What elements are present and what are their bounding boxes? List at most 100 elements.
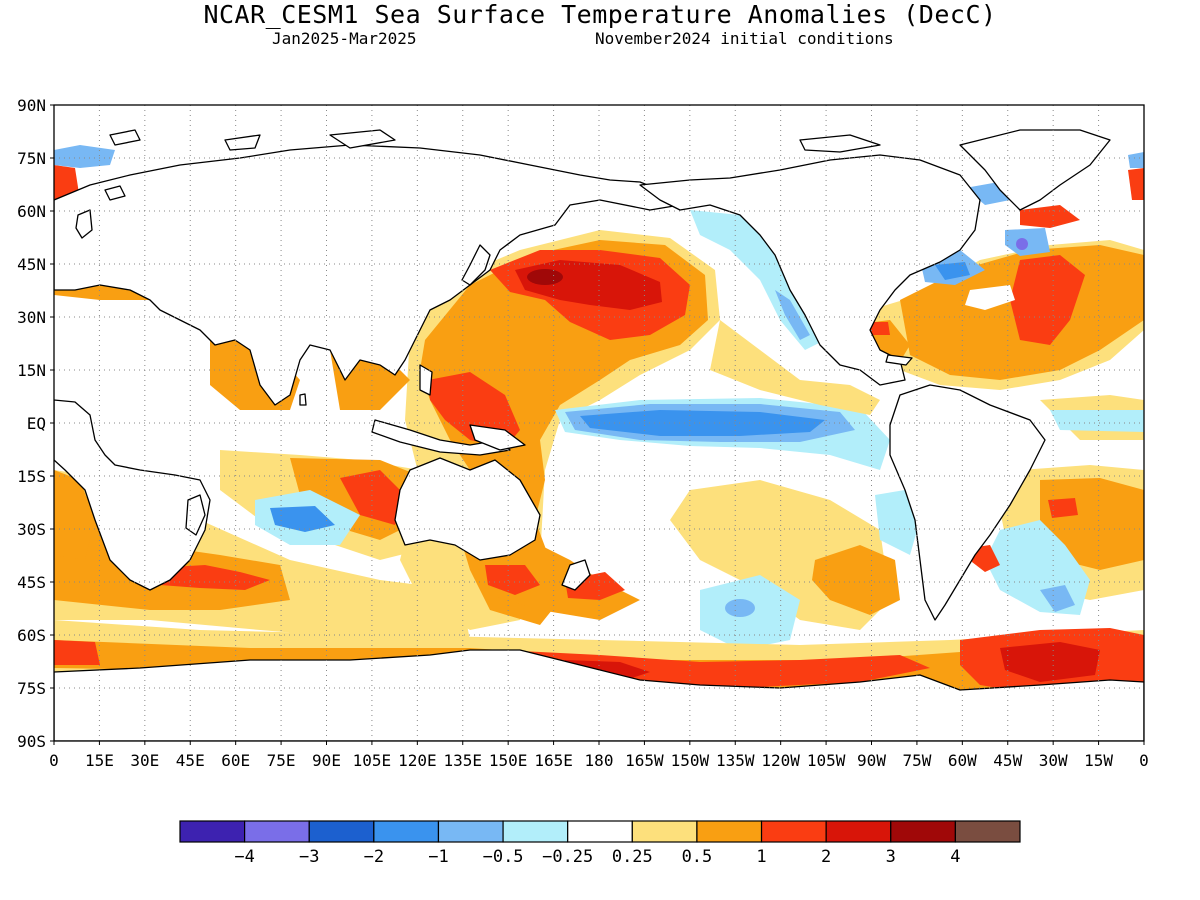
land-greenland [959, 129, 1111, 211]
colorbar-swatch [244, 820, 310, 843]
colorbar-swatch [179, 820, 246, 843]
coastlines [54, 129, 1144, 741]
anomaly-patch-agulhas-red [155, 565, 270, 590]
lon-tick-label: 150W [671, 751, 710, 770]
anomaly-patch-south-atlantic-red [1048, 498, 1078, 518]
lon-tick-label: 15W [1084, 751, 1113, 770]
colorbar-swatch [696, 820, 763, 843]
colorbar-tick-label: 4 [950, 847, 960, 867]
anomaly-patch-benguela-orange [54, 470, 95, 560]
colorbar-swatch [631, 820, 698, 843]
anomaly-patch-peru-cool [875, 490, 920, 555]
anomaly-patch-arctic-red-right [1128, 168, 1144, 200]
colorbar-swatch [760, 820, 827, 843]
lon-tick-label: 120W [761, 751, 800, 770]
lon-tick-label: 0 [49, 751, 59, 770]
longitude-axis: 0 15E 30E 45E 60E 75E 90E 105E 120E 135E 150E 165E 1… [49, 741, 1149, 770]
land-south-america [889, 384, 1046, 621]
anomaly-patch-gulf-red [868, 322, 890, 335]
land-iceland [104, 185, 126, 201]
colorbar-tick-label: 2 [821, 847, 831, 867]
lon-tick-label: 135W [716, 751, 755, 770]
lon-tick-label: 60W [948, 751, 977, 770]
colorbar-swatch [567, 820, 633, 843]
colorbar-swatch [308, 820, 375, 843]
colorbar-tick-label: 0.25 [612, 847, 653, 867]
lat-tick-label: 15N [17, 361, 46, 380]
anomaly-patch-greenland-cool-core [1016, 238, 1028, 250]
anomaly-patch-indian-cool-core [270, 506, 335, 532]
land-sri-lanka [299, 393, 307, 406]
lon-tick-label: 90W [857, 751, 886, 770]
colorbar-swatch [437, 820, 504, 843]
colorbar-tick-label: −4 [234, 847, 254, 867]
lat-tick-label: 90N [17, 96, 46, 115]
land-arctic-islands [109, 129, 881, 153]
anomaly-patch-tasman-orange [470, 540, 640, 620]
lat-tick-label: 75N [17, 149, 46, 168]
anomaly-patch-east-pacific-pale [710, 320, 880, 415]
colorbar-tick-label: −1 [428, 847, 448, 867]
anomaly-patch-west-australia-red [340, 470, 405, 525]
land-indonesia [371, 419, 511, 456]
colorbar-swatch [954, 820, 1021, 843]
lon-tick-label: 150E [489, 751, 528, 770]
colorbar-tick-label: −3 [299, 847, 319, 867]
colorbar-tick-label: −0.5 [483, 847, 524, 867]
anomaly-patch-arctic-cool-right [1128, 152, 1144, 168]
land-africa [54, 399, 211, 591]
colorbar-tick-label: 1 [756, 847, 766, 867]
lat-tick-label: 45S [17, 573, 46, 592]
lon-tick-label: 75W [902, 751, 931, 770]
anomaly-patch-weddell-core [1000, 642, 1100, 682]
initial-conditions: November2024 initial conditions [595, 29, 894, 48]
land-new-guinea [469, 424, 526, 451]
colorbar-tick-label: 3 [886, 847, 896, 867]
colorbar-tick-label: −2 [364, 847, 384, 867]
map-title: NCAR_CESM1 Sea Surface Temperature Anoma… [203, 0, 997, 29]
colorbar-swatch [502, 820, 569, 843]
lon-tick-label: 165W [625, 751, 664, 770]
lon-tick-label: 30W [1039, 751, 1068, 770]
lon-tick-label: 60E [221, 751, 250, 770]
lat-tick-label: 60S [17, 626, 46, 645]
lat-tick-label: EQ [27, 414, 46, 433]
lon-tick-label: 180 [585, 751, 614, 770]
lat-tick-label: 30N [17, 308, 46, 327]
colorbar: −4 −3 −2 −1 −0.5 −0.25 0.25 0.5 1 2 3 4 [179, 820, 1021, 867]
anomaly-patch-labrador-cool-core [935, 262, 970, 280]
lon-tick-label: 165E [534, 751, 573, 770]
land-japan [461, 244, 491, 286]
land-uk [75, 209, 93, 239]
lon-tick-label: 0 [1139, 751, 1149, 770]
latitude-axis: 90N 75N 60N 45N 30N 15N EQ 15S 30S 45S 60S 75S 90S [17, 96, 54, 751]
anomaly-patch-south-pacific-orange [812, 545, 900, 615]
anomaly-patch-cold-tongue-core [580, 410, 825, 436]
lon-tick-label: 120E [398, 751, 437, 770]
anomaly-patch-tasman-red [485, 565, 540, 595]
lat-tick-label: 30S [17, 520, 46, 539]
anomaly-patch-ne-pacific-cool-core [775, 290, 810, 340]
lat-tick-label: 60N [17, 202, 46, 221]
anomaly-patch-north-pacific-core [527, 269, 563, 285]
anomaly-patch-brazil-current-core [1040, 585, 1075, 612]
lon-tick-label: 75E [267, 751, 296, 770]
anomaly-patch-atlantic-white-gap [965, 285, 1015, 310]
anomaly-patch-equatorial-atlantic-cool [1050, 410, 1144, 432]
lon-tick-label: 105W [807, 751, 846, 770]
colorbar-swatch [890, 820, 956, 843]
colorbar-swatch [825, 820, 892, 843]
lon-tick-label: 45E [176, 751, 205, 770]
colorbar-tick-label: −0.25 [542, 847, 593, 867]
lat-tick-label: 45N [17, 255, 46, 274]
lon-tick-label: 105E [353, 751, 392, 770]
land-philippines [419, 364, 433, 396]
lat-tick-label: 75S [17, 679, 46, 698]
lon-tick-label: 15E [85, 751, 114, 770]
anomaly-patch-north-atlantic-red [1010, 255, 1085, 345]
lon-tick-label: 30E [130, 751, 159, 770]
lat-tick-label: 15S [17, 467, 46, 486]
land-eurasia [54, 144, 681, 406]
lon-tick-label: 90E [312, 751, 341, 770]
